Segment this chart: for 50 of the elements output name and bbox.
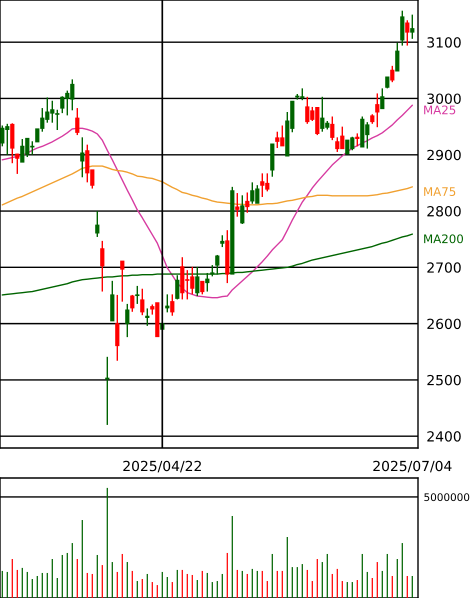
candlestick <box>395 42 400 72</box>
candlestick <box>170 294 174 316</box>
candlestick <box>245 192 250 214</box>
candlestick <box>95 210 100 238</box>
series-label: MA200 <box>424 234 464 244</box>
candlestick <box>115 294 120 362</box>
candlestick <box>120 260 124 302</box>
candlestick <box>145 308 150 327</box>
candlestick <box>370 114 374 125</box>
candlestick <box>400 10 404 46</box>
candlestick <box>330 116 334 141</box>
candlestick <box>215 254 220 276</box>
candlestick <box>375 92 380 128</box>
candlestick <box>235 192 240 218</box>
series-label: MA25 <box>424 105 456 114</box>
candlestick <box>10 122 14 164</box>
line-series <box>2 104 413 298</box>
candlestick <box>410 14 414 40</box>
y-tick-label: 2800 <box>427 206 461 217</box>
candlestick <box>240 194 244 225</box>
candlestick <box>125 303 130 338</box>
candlestick <box>165 294 170 314</box>
candlestick <box>210 264 214 278</box>
y-tick-label: 2700 <box>427 262 461 273</box>
y-tick-label: 2400 <box>427 431 461 442</box>
candlestick <box>100 240 104 292</box>
candlestick <box>15 152 20 175</box>
candlestick <box>355 132 360 148</box>
y-tick-label: 2600 <box>427 318 461 330</box>
candlestick <box>80 136 84 178</box>
x-tick-label: 2025/04/22 <box>123 460 201 472</box>
y-tick-label: 2500 <box>427 374 461 386</box>
candlestick <box>220 234 224 248</box>
y-tick-label: 3000 <box>427 93 461 104</box>
candlestick <box>140 288 144 316</box>
candlestick <box>200 280 204 296</box>
candlestick <box>130 294 134 312</box>
candlestick <box>135 285 140 305</box>
candlestick <box>105 356 110 426</box>
candlestick <box>390 65 394 83</box>
candlestick <box>405 20 410 46</box>
candlestick <box>380 88 384 110</box>
candlestick <box>205 272 210 292</box>
x-tick-label: 2025/07/04 <box>373 460 452 472</box>
y-tick-label: 2900 <box>427 150 461 160</box>
candlestick <box>75 107 80 136</box>
y-tick-label: 3100 <box>427 37 461 48</box>
y-tick-label: 5000000 <box>424 493 470 502</box>
series-label: MA75 <box>424 187 456 196</box>
candlestick <box>385 76 390 90</box>
